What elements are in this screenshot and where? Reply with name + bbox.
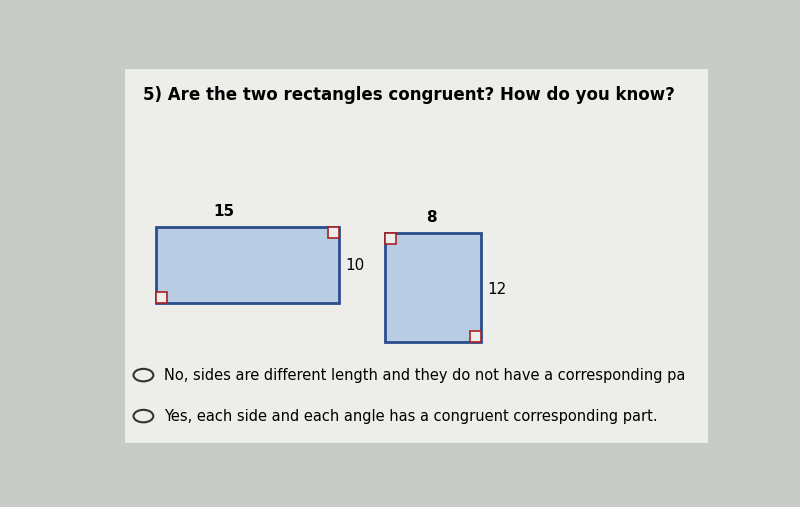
Bar <box>386 233 482 342</box>
Text: No, sides are different length and they do not have a corresponding pa: No, sides are different length and they … <box>165 368 686 383</box>
Text: 5) Are the two rectangles congruent? How do you know?: 5) Are the two rectangles congruent? How… <box>143 86 675 104</box>
Text: 12: 12 <box>487 282 506 297</box>
Bar <box>386 233 396 243</box>
Bar <box>156 292 167 303</box>
Bar <box>327 227 338 238</box>
Text: 15: 15 <box>214 204 234 219</box>
Bar <box>470 331 482 342</box>
Text: 8: 8 <box>426 210 437 225</box>
Circle shape <box>134 410 154 422</box>
Bar <box>156 227 338 303</box>
Text: Yes, each side and each angle has a congruent corresponding part.: Yes, each side and each angle has a cong… <box>165 409 658 423</box>
Text: 10: 10 <box>345 258 364 273</box>
Circle shape <box>134 369 154 381</box>
